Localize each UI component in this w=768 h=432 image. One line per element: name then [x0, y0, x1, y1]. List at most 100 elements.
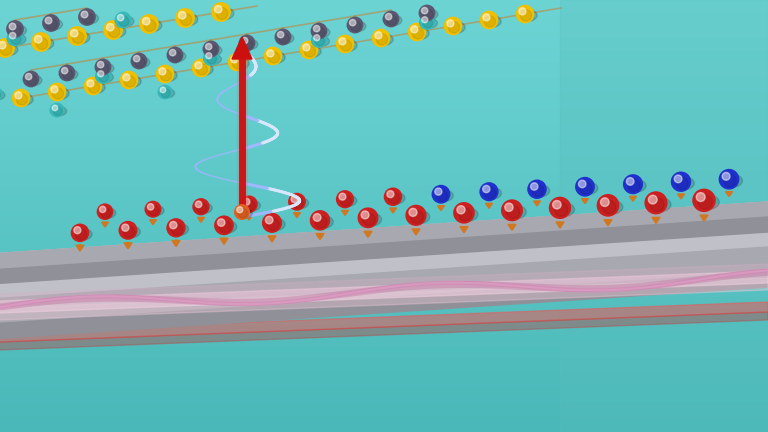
Circle shape [203, 50, 219, 66]
Circle shape [119, 16, 129, 26]
Circle shape [6, 20, 24, 38]
Circle shape [216, 7, 228, 19]
Polygon shape [172, 241, 180, 247]
Circle shape [78, 8, 96, 26]
Polygon shape [700, 215, 708, 221]
Circle shape [9, 23, 16, 30]
Circle shape [206, 53, 212, 59]
Circle shape [134, 55, 140, 62]
Circle shape [71, 223, 89, 242]
Polygon shape [316, 234, 324, 240]
Circle shape [449, 22, 459, 33]
Circle shape [243, 39, 253, 49]
Ellipse shape [263, 218, 285, 231]
Circle shape [171, 223, 183, 235]
Circle shape [42, 14, 60, 32]
Circle shape [386, 13, 392, 20]
Polygon shape [101, 222, 108, 227]
Ellipse shape [158, 88, 174, 98]
Circle shape [628, 180, 640, 192]
Circle shape [578, 180, 586, 188]
Polygon shape [364, 231, 372, 237]
Circle shape [597, 194, 619, 217]
Ellipse shape [445, 21, 465, 34]
Circle shape [432, 185, 451, 203]
Ellipse shape [409, 27, 429, 39]
Circle shape [192, 59, 210, 77]
Circle shape [203, 41, 220, 57]
Circle shape [288, 193, 306, 211]
Polygon shape [246, 215, 253, 220]
Circle shape [52, 105, 58, 111]
Ellipse shape [48, 87, 69, 99]
Circle shape [263, 47, 283, 65]
Circle shape [81, 11, 88, 18]
Ellipse shape [550, 202, 574, 217]
Ellipse shape [204, 54, 221, 64]
Polygon shape [412, 229, 420, 235]
Circle shape [135, 57, 145, 67]
Circle shape [336, 35, 354, 54]
Circle shape [411, 210, 423, 223]
Circle shape [108, 25, 120, 38]
Circle shape [107, 23, 114, 31]
Ellipse shape [264, 51, 285, 64]
Circle shape [315, 36, 325, 46]
Circle shape [50, 102, 65, 118]
Circle shape [674, 175, 682, 183]
Ellipse shape [115, 16, 134, 27]
Circle shape [501, 199, 523, 221]
Ellipse shape [23, 75, 42, 86]
Ellipse shape [32, 37, 54, 50]
Ellipse shape [598, 200, 623, 214]
Polygon shape [581, 199, 588, 203]
Circle shape [601, 198, 609, 206]
Circle shape [124, 76, 136, 87]
Circle shape [31, 32, 51, 52]
Ellipse shape [672, 177, 694, 190]
Circle shape [161, 89, 170, 98]
Circle shape [161, 70, 171, 81]
Circle shape [48, 83, 66, 102]
Polygon shape [220, 238, 228, 244]
Polygon shape [232, 37, 252, 59]
Ellipse shape [8, 34, 26, 45]
Ellipse shape [120, 226, 141, 238]
Circle shape [144, 19, 156, 32]
Ellipse shape [646, 197, 671, 212]
Circle shape [412, 28, 423, 39]
Polygon shape [604, 220, 612, 226]
Circle shape [157, 85, 172, 99]
Polygon shape [268, 236, 276, 242]
Ellipse shape [240, 39, 258, 50]
Circle shape [27, 75, 37, 85]
Polygon shape [652, 217, 660, 223]
Circle shape [419, 5, 435, 22]
Circle shape [123, 226, 134, 238]
Circle shape [195, 62, 202, 69]
Circle shape [266, 216, 273, 224]
Circle shape [74, 227, 81, 234]
Ellipse shape [140, 19, 162, 32]
Ellipse shape [576, 182, 598, 195]
Circle shape [519, 8, 526, 15]
Circle shape [275, 29, 291, 45]
Circle shape [315, 27, 325, 37]
Circle shape [602, 200, 616, 214]
Polygon shape [0, 202, 768, 277]
Circle shape [227, 53, 247, 71]
Circle shape [408, 22, 426, 41]
Circle shape [340, 40, 352, 51]
Circle shape [0, 38, 15, 58]
Circle shape [25, 73, 31, 80]
Circle shape [178, 12, 186, 19]
Ellipse shape [235, 208, 253, 219]
Circle shape [159, 68, 166, 75]
Ellipse shape [79, 13, 98, 24]
Circle shape [11, 25, 22, 36]
Circle shape [123, 74, 130, 81]
Ellipse shape [98, 207, 116, 219]
Circle shape [219, 221, 231, 233]
Circle shape [144, 201, 161, 218]
Ellipse shape [419, 9, 438, 20]
